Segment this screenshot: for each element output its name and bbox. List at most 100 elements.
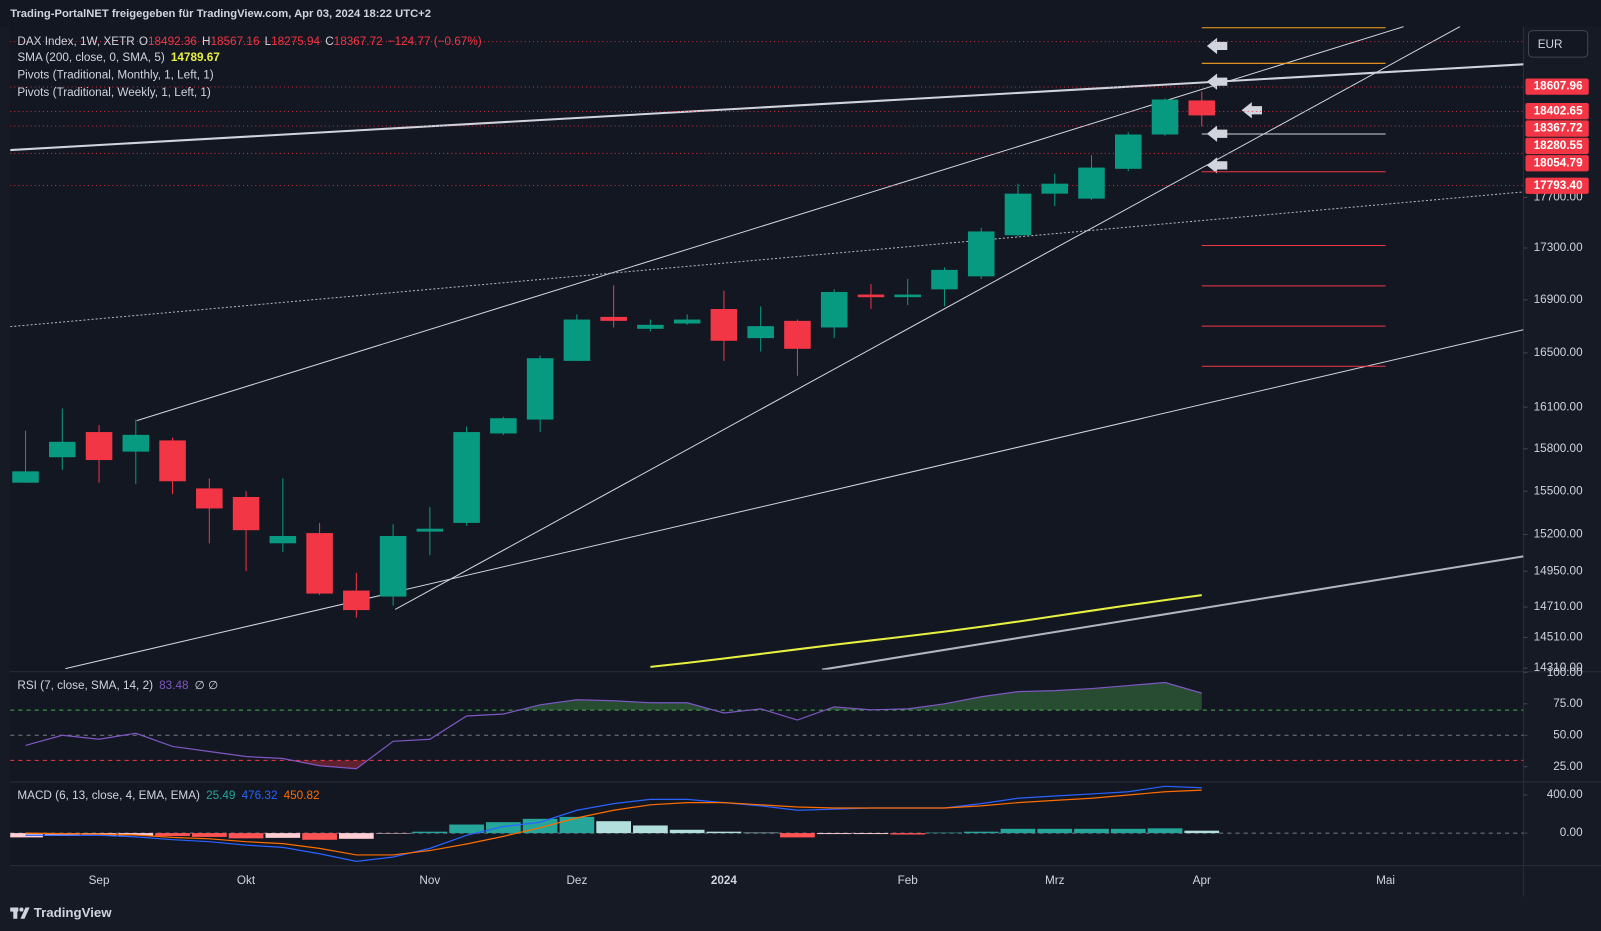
x-tick-label: Mrz: [1045, 874, 1065, 887]
y-tick-label: 15500.00: [1534, 484, 1583, 497]
currency[interactable]: EUR: [1538, 38, 1563, 51]
histogram-bar: [853, 833, 889, 835]
y-tick-label: 50.00: [1553, 728, 1583, 741]
candle-body: [159, 440, 186, 482]
histogram-bar: [265, 833, 301, 838]
currency-button[interactable]: [1527, 30, 1589, 58]
candle-body: [12, 471, 39, 483]
histogram-bar: [412, 831, 448, 834]
y-tick-label: 75.00: [1553, 697, 1583, 710]
y-tick-label: 14710.00: [1534, 600, 1583, 613]
price-tag: [1525, 137, 1589, 155]
price-tag-label: 18607.96: [1534, 80, 1583, 93]
candle-body: [747, 326, 774, 339]
candle-body: [416, 528, 444, 532]
trendline: [65, 329, 1524, 670]
y-tick-label: 100.00: [1547, 666, 1583, 679]
histogram-bar: [44, 833, 80, 836]
legend-value: 14789.67: [171, 51, 220, 64]
histogram-bar: [927, 832, 962, 834]
macd-line: [25, 785, 1202, 863]
price-tag: [1525, 120, 1589, 137]
y-tick-label: 400.00: [1547, 788, 1583, 801]
candle-body: [526, 358, 554, 420]
main-legend: DAX Index, 1W, XETR O18492.36 H18567.16 L18…: [17, 35, 481, 48]
rsi-line: [25, 681, 1202, 770]
histogram-bar: [780, 833, 815, 838]
legend-change: −124.77 (−0.67%): [388, 35, 482, 48]
legend-value: 18567.16: [211, 35, 260, 48]
brand-logo: [10, 907, 30, 919]
candle-body: [49, 441, 76, 458]
candle-body: [196, 488, 223, 509]
candle-body: [269, 535, 297, 544]
trendline: [821, 555, 1524, 670]
brand: TradingView: [34, 905, 113, 920]
x-tick-label: Feb: [898, 874, 919, 887]
legend-label: H: [202, 35, 210, 48]
price-tag: [1525, 103, 1589, 120]
symbol: DAX Index, 1W, XETR: [17, 35, 134, 48]
rsi-fill-group: [25, 760, 1202, 769]
arrow-marker: [1241, 102, 1263, 119]
y-tick-label: 16900.00: [1534, 293, 1583, 306]
trendline: [10, 63, 1524, 152]
y-tick-label: 15200.00: [1534, 528, 1583, 541]
rsi-oversold-fill: [25, 760, 1202, 769]
price-tag: [1525, 155, 1589, 172]
pivot-legend: Pivots (Traditional, Monthly, 1, Left, 1…: [17, 69, 213, 82]
candle-body: [1188, 100, 1216, 116]
price-tag-label: 18367.72: [1534, 122, 1583, 135]
histogram-bar: [1037, 828, 1073, 834]
candle-body: [673, 319, 701, 324]
macd-pane: [10, 785, 1524, 863]
candle-body: [1151, 99, 1179, 135]
histogram-bar: [375, 833, 411, 834]
histogram-bar: [743, 832, 779, 834]
legend-name: RSI (7, close, SMA, 14, 2): [17, 679, 153, 692]
x-tick-label: 2024: [711, 874, 738, 887]
legend-value: 18275.94: [271, 35, 320, 48]
price-pane: [10, 27, 1524, 668]
histogram-bar: [1184, 830, 1220, 834]
legend-value: 83.48: [159, 679, 189, 692]
rsi-overbought-fill: [518, 682, 1202, 711]
histogram-bar: [449, 824, 484, 834]
price-tag-label: 18402.65: [1534, 104, 1583, 117]
trendline: [394, 26, 1461, 610]
histogram-bar: [191, 833, 227, 837]
legend-name: MACD (6, 13, close, 4, EMA, EMA): [17, 789, 200, 802]
header-text: Trading-PortalNET freigegeben für Tradin…: [10, 8, 431, 20]
candle-body: [1041, 183, 1069, 194]
candle-body: [967, 231, 995, 277]
histogram-bar: [559, 816, 595, 834]
x-tick-label: Sep: [89, 874, 110, 887]
candle-body: [122, 434, 150, 452]
x-tick-label: Nov: [419, 874, 440, 887]
pivot-legend: Pivots (Traditional, Weekly, 1, Left, 1): [17, 86, 211, 99]
y-tick-label: 14510.00: [1534, 630, 1583, 643]
histogram-bar: [1000, 828, 1036, 834]
histogram-bar: [1074, 828, 1109, 834]
rsi-legend: RSI (7, close, SMA, 14, 2) 83.48 ∅ ∅: [17, 679, 218, 692]
drawings: [10, 26, 1524, 670]
axes: 17700.0017300.0016900.0016500.0016100.00…: [89, 78, 1589, 887]
candle-body: [343, 590, 370, 611]
candle-body: [1004, 193, 1032, 236]
sma-line: [650, 594, 1202, 668]
candle-body: [490, 418, 517, 434]
y-tick-label: 0.00: [1560, 826, 1583, 839]
legend-name: SMA (200, close, 0, SMA, 5): [17, 51, 164, 64]
legend-extra: ∅ ∅: [195, 679, 219, 692]
candle-body: [232, 496, 260, 531]
candle-body: [894, 294, 921, 298]
histogram-bar: [1147, 828, 1183, 834]
y-tick-label: 16100.00: [1534, 400, 1583, 413]
trendline: [136, 26, 1405, 422]
histogram-bar: [1110, 828, 1146, 834]
legend-value: 25.49: [206, 789, 235, 802]
y-tick-label: 14310.00: [1534, 661, 1583, 674]
x-tick-label: Dez: [566, 874, 587, 887]
plot-area: [10, 26, 1524, 866]
